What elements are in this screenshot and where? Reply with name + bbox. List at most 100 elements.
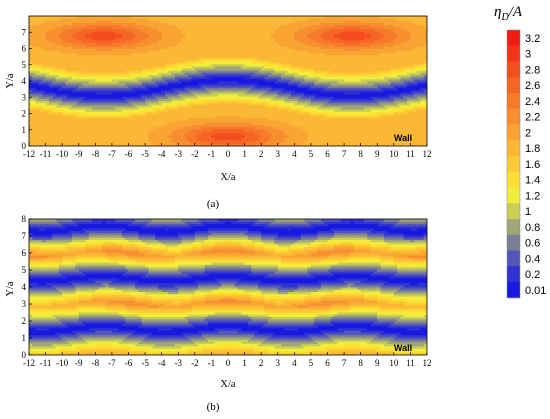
heat-cell — [98, 44, 103, 47]
heat-cell — [267, 46, 272, 49]
heat-cell — [135, 16, 139, 19]
heat-cell — [62, 81, 66, 84]
heat-cell — [125, 111, 129, 114]
heat-cell — [65, 96, 70, 99]
heat-cell — [75, 55, 80, 58]
heat-cell — [128, 94, 133, 97]
heat-cell — [135, 104, 139, 108]
heat-cell — [178, 44, 183, 47]
heat-cell — [261, 52, 265, 56]
heat-cell — [121, 68, 126, 71]
heat-cell — [115, 16, 120, 19]
heat-cell — [201, 128, 206, 132]
heat-cell — [241, 74, 246, 78]
heat-cell — [204, 137, 209, 140]
heat-cell — [128, 42, 133, 45]
heat-cell — [92, 76, 96, 80]
heat-cell — [168, 24, 173, 28]
heat-cell — [118, 55, 123, 58]
heat-cell — [78, 72, 83, 75]
heat-cell — [62, 135, 66, 138]
heat-cell — [247, 61, 252, 65]
heat-cell — [75, 78, 80, 82]
heat-cell — [257, 16, 262, 19]
heat-cell — [178, 111, 183, 114]
heat-cell — [52, 57, 57, 60]
heat-cell — [98, 33, 103, 36]
heat-cell — [88, 115, 93, 119]
heat-cell — [201, 139, 206, 143]
heat-cell — [257, 137, 262, 140]
heat-cell — [45, 68, 50, 71]
heat-cell — [151, 68, 156, 71]
heat-cell — [82, 35, 86, 39]
heat-cell — [188, 87, 193, 91]
heat-cell — [184, 111, 189, 114]
heat-cell — [131, 65, 136, 69]
heat-cell — [128, 35, 133, 39]
heat-cell — [228, 44, 232, 47]
heat-cell — [29, 24, 33, 28]
heat-cell — [224, 124, 229, 127]
heat-cell — [204, 102, 209, 106]
heat-cell — [231, 115, 236, 119]
heat-cell — [221, 128, 226, 132]
heat-cell — [261, 143, 265, 146]
heat-cell — [168, 89, 173, 93]
heat-cell — [234, 128, 239, 132]
heat-cell — [155, 68, 159, 71]
heat-cell — [198, 89, 202, 93]
heat-cell — [72, 35, 76, 39]
heat-cell — [264, 117, 269, 121]
heat-cell — [38, 31, 43, 34]
heat-cell — [72, 22, 76, 26]
heat-cell — [188, 115, 193, 119]
heat-cell — [29, 52, 33, 56]
heat-cell — [78, 42, 83, 45]
heat-cell — [251, 111, 256, 114]
heat-cell — [131, 57, 136, 60]
heat-cell — [228, 120, 232, 123]
heat-cell — [108, 48, 113, 52]
heat-cell — [184, 128, 189, 132]
heat-cell — [35, 89, 40, 93]
heat-cell — [65, 104, 70, 108]
heat-cell — [125, 143, 129, 146]
heat-cell — [48, 18, 53, 21]
heat-cell — [38, 81, 43, 84]
heat-cell — [174, 22, 179, 26]
heat-cell — [218, 55, 222, 58]
heat-cell — [237, 16, 242, 19]
heat-cell — [277, 26, 282, 30]
heat-cell — [72, 57, 76, 60]
heat-cell — [148, 89, 153, 93]
heat-cell — [158, 16, 163, 19]
heat-cell — [257, 29, 262, 32]
heat-cell — [171, 65, 176, 69]
heat-cell — [95, 130, 100, 134]
heat-cell — [191, 39, 196, 43]
heat-cell — [68, 124, 73, 127]
heat-cell — [174, 48, 179, 52]
heat-cell — [254, 87, 259, 91]
heat-cell — [48, 104, 53, 108]
heat-cell — [111, 74, 116, 78]
heat-cell — [29, 22, 33, 26]
heat-cell — [281, 72, 285, 75]
heat-cell — [75, 52, 80, 56]
heat-cell — [32, 122, 37, 125]
heat-cell — [125, 113, 129, 117]
heat-cell — [72, 91, 76, 95]
heat-cell — [145, 63, 149, 67]
heat-cell — [48, 46, 53, 49]
heat-cell — [178, 72, 183, 75]
heat-cell — [62, 31, 66, 34]
heat-cell — [244, 16, 249, 19]
heat-cell — [188, 100, 193, 104]
heat-cell — [297, 85, 302, 88]
heat-cell — [184, 91, 189, 95]
heat-cell — [261, 100, 265, 104]
heat-cell — [85, 120, 90, 123]
heat-cell — [211, 59, 216, 62]
heat-cell — [164, 48, 169, 52]
